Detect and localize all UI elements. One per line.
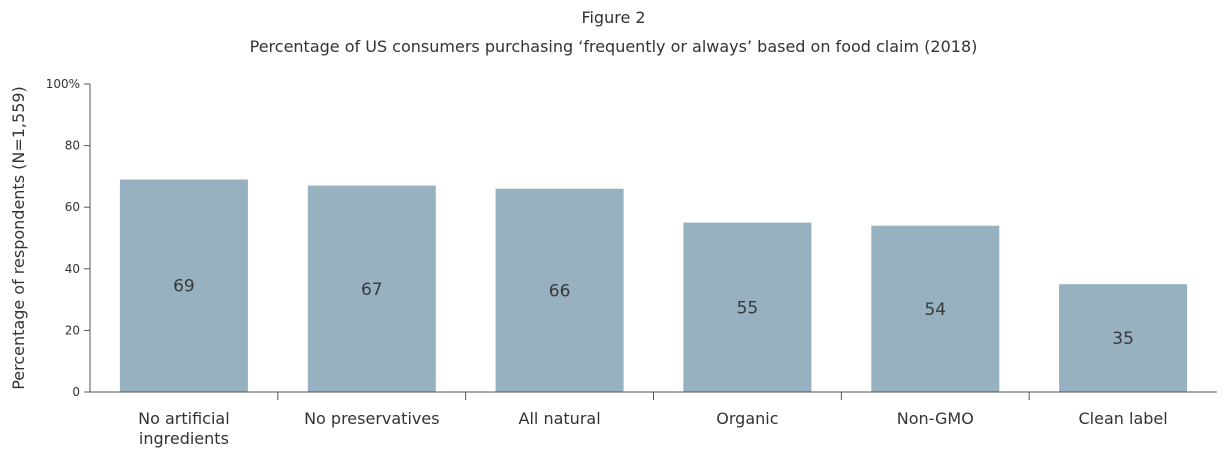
bar <box>495 188 624 392</box>
data-label: 35 <box>1112 329 1134 349</box>
y-tick-label: 80 <box>65 139 80 153</box>
bar <box>119 179 248 392</box>
data-label: 54 <box>924 300 946 320</box>
x-tick-label: All natural <box>519 409 601 428</box>
x-tick-label: No preservatives <box>304 409 439 428</box>
bar <box>871 225 1000 392</box>
chart-title: Percentage of US consumers purchasing ‘f… <box>249 37 978 56</box>
data-label: 55 <box>737 298 759 318</box>
x-tick-label: No artificial <box>138 409 230 428</box>
bar <box>683 222 812 392</box>
bar <box>1059 284 1188 392</box>
data-label: 69 <box>173 277 195 297</box>
x-tick-label: Non-GMO <box>897 409 974 428</box>
figure-label: Figure 2 <box>581 8 646 27</box>
y-tick-label: 60 <box>65 200 80 214</box>
y-tick-label: 40 <box>65 262 80 276</box>
x-tick-label: ingredients <box>139 429 229 448</box>
y-tick-label: 20 <box>65 323 80 337</box>
data-label: 66 <box>549 281 571 301</box>
x-tick-label: Organic <box>716 409 778 428</box>
y-tick-label: 0 <box>72 385 80 399</box>
data-label: 67 <box>361 280 383 300</box>
y-axis-title: Percentage of respondents (N=1,559) <box>9 86 28 390</box>
bar <box>307 185 436 392</box>
y-tick-label: 100% <box>46 77 80 91</box>
x-tick-label: Clean label <box>1079 409 1168 428</box>
